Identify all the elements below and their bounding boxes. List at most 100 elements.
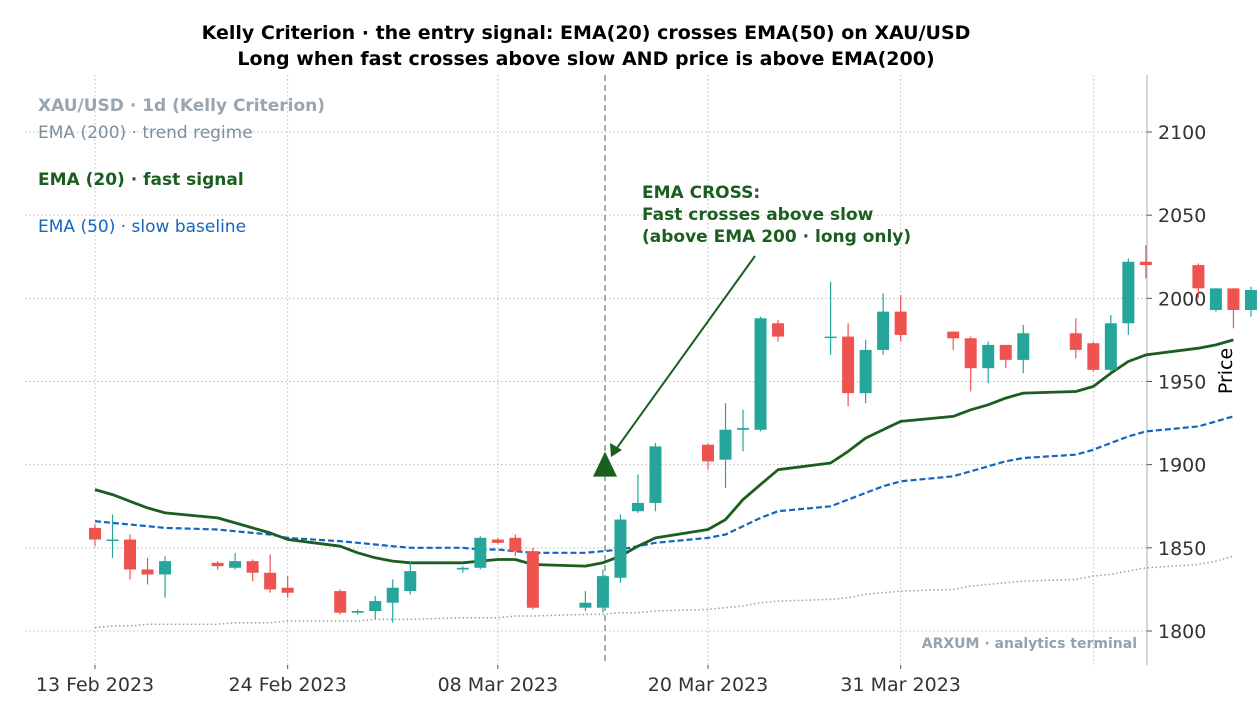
candle-down	[1192, 263, 1205, 299]
candle-up	[877, 293, 890, 355]
candle-body	[1087, 343, 1100, 370]
candle-body	[737, 428, 750, 430]
candle-body	[509, 537, 522, 552]
signal-annotation-line: EMA CROSS:	[642, 183, 760, 203]
x-tick-label: 31 Mar 2023	[840, 674, 960, 696]
candle-body	[754, 318, 767, 430]
candle-down	[246, 559, 259, 582]
candle-body	[877, 311, 890, 350]
candle-down	[947, 331, 960, 350]
signal-annotation-line: Fast crosses above slow	[642, 205, 874, 225]
candle-up	[1209, 288, 1222, 312]
candle-body	[264, 572, 277, 590]
candle-down	[1069, 318, 1082, 359]
y-tick-label: 1950	[1158, 372, 1206, 394]
candle-body	[1192, 265, 1205, 289]
candle-down	[526, 547, 539, 610]
candle-body	[386, 587, 399, 603]
candle-body	[1069, 333, 1082, 350]
candle-body	[702, 444, 714, 462]
candle-body	[964, 338, 977, 369]
annotation-arrow	[613, 255, 756, 453]
signal-triangle-marker	[593, 451, 617, 477]
ema200-line	[94, 555, 1234, 629]
candle-body	[159, 561, 172, 575]
candle-body	[334, 591, 347, 613]
candle-body	[1209, 288, 1222, 310]
candle-up	[649, 443, 662, 512]
y-tick-label: 2000	[1158, 288, 1206, 310]
candle-body	[1244, 290, 1257, 310]
candle-body	[229, 561, 242, 568]
candle-body	[124, 539, 137, 570]
candle-body	[894, 311, 907, 335]
candle-down	[1087, 341, 1100, 372]
legend-ema50: EMA (50) · slow baseline	[38, 217, 246, 237]
candle-up	[614, 514, 627, 583]
candle-up	[159, 556, 172, 598]
y-tick-label: 1850	[1158, 538, 1206, 560]
y-tick-label: 1800	[1158, 621, 1206, 643]
candle-body	[579, 602, 592, 608]
candle-down	[491, 537, 504, 545]
legend-ema20: EMA (20) · fast signal	[38, 170, 244, 190]
y-tick-label: 2050	[1158, 205, 1206, 227]
candle-down	[964, 336, 977, 392]
candle-up	[737, 409, 750, 452]
candle-body	[456, 567, 469, 570]
candle-up	[386, 579, 399, 623]
candle-body	[999, 344, 1012, 360]
ema20-line	[94, 338, 1234, 568]
candle-down	[509, 534, 522, 557]
candle-up	[351, 609, 364, 615]
candle-up	[754, 316, 767, 432]
candle-up	[229, 552, 242, 570]
candle-body	[859, 349, 872, 394]
candle-down	[124, 534, 137, 580]
y-tick-label: 1900	[1158, 455, 1206, 477]
candle-body	[474, 537, 487, 568]
candle-down	[702, 443, 714, 470]
candle-body	[404, 571, 417, 592]
y-axis-label: Price	[1215, 348, 1237, 394]
candle-body	[491, 539, 504, 543]
candle-up	[369, 596, 382, 620]
candle-up	[579, 591, 592, 612]
candle-body	[369, 601, 382, 612]
candle-up	[1104, 314, 1117, 372]
candle-body	[772, 323, 785, 337]
candle-up	[631, 474, 644, 513]
candle-down	[842, 323, 855, 407]
candle-body	[649, 446, 662, 503]
candle-up	[474, 536, 487, 570]
candle-up	[404, 561, 417, 595]
candle-body	[1104, 323, 1117, 370]
signal-annotation: EMA CROSS: Fast crosses above slow (above …	[642, 183, 911, 247]
x-tick-label: 24 Feb 2023	[229, 674, 347, 696]
x-tick-label: 13 Feb 2023	[36, 674, 154, 696]
candle-body	[1227, 288, 1240, 310]
candle-body	[89, 527, 101, 540]
candle-body	[1122, 261, 1135, 324]
candle-body	[824, 336, 837, 339]
candle-down	[141, 557, 154, 585]
candle-body	[141, 569, 154, 575]
candle-down	[772, 319, 785, 342]
candle-up	[982, 341, 995, 384]
candle-up	[1122, 258, 1135, 335]
candle-up	[859, 339, 872, 404]
candle-down	[1227, 288, 1240, 329]
candle-body	[614, 519, 627, 578]
candle-down	[281, 576, 294, 598]
candle-body	[211, 562, 224, 567]
candle-body	[1139, 261, 1152, 266]
x-tick-label: 20 Mar 2023	[648, 674, 768, 696]
candle-body	[596, 576, 609, 608]
candle-down	[1139, 245, 1152, 279]
chart-subtitle: Long when fast crosses above slow AND pr…	[237, 48, 935, 70]
y-tick-label: 2100	[1158, 122, 1206, 144]
candle-up	[106, 514, 119, 558]
candle-body	[982, 344, 995, 369]
chart-title: Kelly Criterion · the entry signal: EMA(…	[201, 22, 971, 44]
candle-body	[1017, 333, 1030, 360]
